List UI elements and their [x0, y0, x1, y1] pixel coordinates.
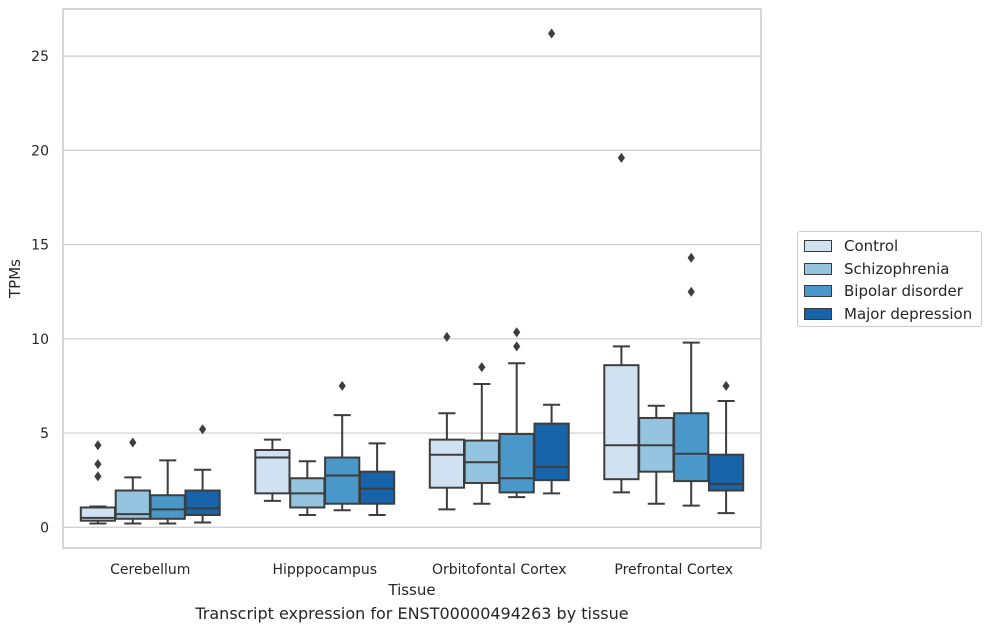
box-bipolar-disorder — [324, 456, 361, 505]
legend-label: Major depression — [844, 304, 973, 323]
legend: Control Schizophrenia Bipolar disorder Majo… — [797, 231, 982, 327]
box-bipolar-disorder — [498, 432, 535, 494]
outlier-point — [94, 459, 102, 470]
x-tick-label: Orbitofontal Cortex — [432, 562, 567, 578]
outlier-point — [617, 152, 625, 163]
outlier-point — [94, 440, 102, 451]
legend-label: Schizophrenia — [844, 259, 950, 278]
box-major-depression — [707, 453, 745, 492]
y-tick-label: 15 — [31, 238, 49, 254]
y-axis-title: TPMs — [6, 259, 24, 299]
outlier-point — [338, 380, 346, 391]
legend-swatch — [804, 285, 832, 297]
plot-frame — [62, 8, 762, 549]
box-major-depression — [533, 422, 570, 482]
legend-item: Schizophrenia — [804, 259, 949, 279]
outlier-point — [513, 327, 521, 338]
legend-item: Bipolar disorder — [804, 281, 963, 301]
outlier-point — [722, 380, 730, 391]
y-tick-label: 20 — [31, 143, 49, 159]
outlier-point — [548, 28, 556, 39]
x-tick-label: Prefrontal Cortex — [614, 562, 733, 578]
x-tick-label: Hipppocampus — [272, 562, 377, 578]
box-bipolar-disorder — [673, 412, 710, 483]
legend-swatch — [804, 240, 832, 252]
legend-swatch — [804, 262, 832, 275]
legend-item: Control — [804, 236, 898, 256]
box-control — [254, 449, 291, 495]
outlier-point — [199, 424, 207, 435]
legend-swatch — [804, 307, 832, 320]
box-control — [603, 364, 640, 481]
y-tick-label: 25 — [31, 49, 49, 65]
outlier-point — [129, 437, 137, 448]
outlier-point — [478, 362, 486, 373]
y-tick-label: 10 — [31, 332, 49, 348]
outlier-point — [94, 471, 102, 482]
legend-label: Bipolar disorder — [844, 282, 963, 300]
box-control — [428, 438, 466, 489]
outlier-point — [687, 252, 695, 263]
y-tick-label: 0 — [40, 520, 49, 536]
outlier-point — [687, 286, 695, 297]
legend-item: Major depression — [804, 304, 972, 324]
outlier-point — [443, 331, 451, 342]
x-axis-title: Tissue — [387, 581, 435, 599]
chart-caption: Transcript expression for ENST0000049426… — [195, 604, 629, 623]
y-tick-label: 5 — [40, 426, 49, 442]
outlier-point — [513, 341, 521, 352]
box-major-depression — [184, 489, 221, 517]
box-bipolar-disorder — [149, 494, 186, 520]
x-tick-label: Cerebellum — [110, 562, 190, 578]
legend-label: Control — [844, 237, 899, 255]
